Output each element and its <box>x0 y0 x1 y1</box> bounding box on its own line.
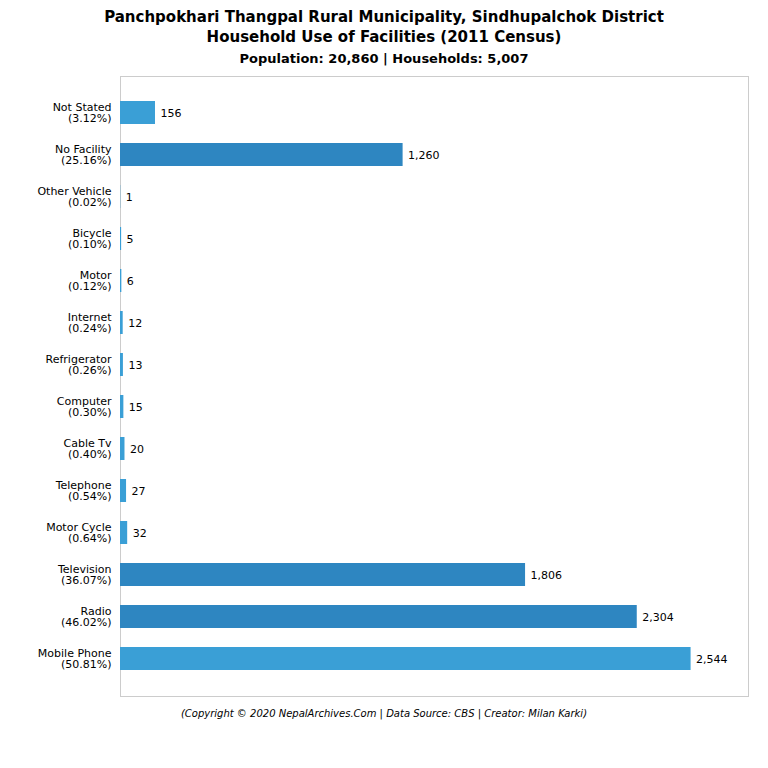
svg-text:Bicycle(0.10%): Bicycle(0.10%) <box>68 227 112 251</box>
svg-text:2,544: 2,544 <box>696 653 728 666</box>
svg-text:Motor Cycle(0.64%): Motor Cycle(0.64%) <box>46 521 112 545</box>
svg-text:Cable Tv(0.40%): Cable Tv(0.40%) <box>64 437 112 461</box>
svg-text:Television(36.07%): Television(36.07%) <box>57 563 112 587</box>
svg-text:1,806: 1,806 <box>531 569 563 582</box>
svg-text:No Facility(25.16%): No Facility(25.16%) <box>55 143 112 167</box>
svg-text:1: 1 <box>126 191 133 204</box>
html-text:Population: 20,860 | Household: Population: 20,860 | Households: 5,007 <box>239 51 529 66</box>
svg-text:Refrigerator(0.26%): Refrigerator(0.26%) <box>46 353 112 377</box>
html-text:Panchpokhari Thangpal Rural Mu: Panchpokhari Thangpal Rural Municipality… <box>104 8 664 46</box>
html-text:(Copyright © 2020 NepalArchive: (Copyright © 2020 NepalArchives.Com | Da… <box>180 708 588 719</box>
svg-text:Other Vehicle(0.02%): Other Vehicle(0.02%) <box>37 185 111 209</box>
svg-text:6: 6 <box>127 275 134 288</box>
svg-text:156: 156 <box>160 107 181 120</box>
svg-text:2,304: 2,304 <box>642 611 674 624</box>
svg-text:Internet(0.24%): Internet(0.24%) <box>68 311 112 335</box>
svg-text:32: 32 <box>133 527 147 540</box>
svg-text:13: 13 <box>128 359 142 372</box>
svg-text:Mobile Phone(50.81%): Mobile Phone(50.81%) <box>38 647 112 671</box>
svg-text:12: 12 <box>128 317 142 330</box>
svg-text:27: 27 <box>132 485 146 498</box>
svg-text:15: 15 <box>129 401 143 414</box>
svg-text:Computer(0.30%): Computer(0.30%) <box>57 395 112 419</box>
svg-text:Telephone(0.54%): Telephone(0.54%) <box>55 479 112 503</box>
svg-text:20: 20 <box>130 443 144 456</box>
svg-text:1,260: 1,260 <box>408 149 440 162</box>
svg-text:Radio(46.02%): Radio(46.02%) <box>61 605 112 629</box>
svg-text:5: 5 <box>127 233 134 246</box>
svg-text:Motor(0.12%): Motor(0.12%) <box>68 269 112 293</box>
svg-text:Not Stated(3.12%): Not Stated(3.12%) <box>53 101 112 125</box>
